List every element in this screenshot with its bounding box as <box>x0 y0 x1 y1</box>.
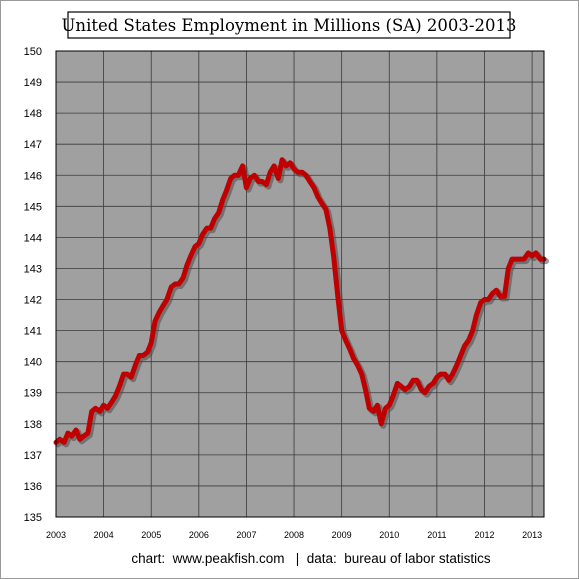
y-tick-label: 141 <box>24 326 42 338</box>
y-tick-label: 136 <box>24 481 42 493</box>
chart-title: United States Employment in Millions (SA… <box>62 16 517 35</box>
x-tick-label: 2003 <box>46 530 66 540</box>
chart-credit: chart: www.peakfish.com | data: bureau o… <box>131 551 490 566</box>
y-tick-label: 140 <box>24 357 42 369</box>
y-tick-label: 139 <box>24 388 42 400</box>
y-tick-label: 144 <box>24 232 42 244</box>
x-tick-label: 2013 <box>522 530 542 540</box>
y-tick-label: 145 <box>24 201 42 213</box>
x-tick-label: 2012 <box>474 530 494 540</box>
y-tick-label: 135 <box>24 512 42 524</box>
y-axis: 135 136 137 138 139 140 141 142 143 144 145 146 147 1… <box>24 46 42 524</box>
x-tick-label: 2007 <box>236 530 256 540</box>
plot-area <box>56 51 544 517</box>
y-tick-label: 137 <box>24 450 42 462</box>
x-tick-label: 2010 <box>379 530 399 540</box>
x-tick-label: 2005 <box>141 530 161 540</box>
x-tick-label: 2011 <box>427 530 446 540</box>
y-tick-label: 146 <box>24 170 42 182</box>
series-layer <box>53 157 549 448</box>
y-tick-label: 142 <box>24 295 42 307</box>
x-tick-label: 2008 <box>284 530 304 540</box>
series-line-employment <box>53 157 547 445</box>
y-tick-label: 138 <box>24 419 42 431</box>
x-tick-label: 2009 <box>332 530 352 540</box>
y-tick-label: 148 <box>24 108 42 120</box>
y-tick-label: 150 <box>24 46 42 58</box>
x-tick-label: 2006 <box>189 530 209 540</box>
title-box <box>67 11 511 39</box>
y-tick-label: 149 <box>24 77 42 89</box>
x-axis: 2003 2004 2005 2006 2007 2008 2009 2010 2011 2012… <box>46 530 542 540</box>
y-tick-label: 143 <box>24 263 42 275</box>
y-tick-label: 147 <box>24 139 42 151</box>
plot-frame <box>55 50 545 518</box>
x-tick-label: 2004 <box>94 530 114 540</box>
